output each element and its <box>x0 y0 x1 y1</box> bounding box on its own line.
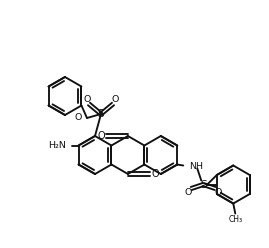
Text: O: O <box>151 169 159 179</box>
Text: S: S <box>200 180 207 189</box>
Text: O: O <box>111 95 119 104</box>
Text: O: O <box>97 131 105 141</box>
Text: CH₃: CH₃ <box>228 215 242 224</box>
Text: O: O <box>75 114 82 123</box>
Text: O: O <box>215 188 222 197</box>
Text: H₂N: H₂N <box>48 141 66 150</box>
Text: O: O <box>185 188 192 197</box>
Text: O: O <box>83 95 91 104</box>
Text: S: S <box>98 109 104 119</box>
Text: NH: NH <box>189 162 203 171</box>
